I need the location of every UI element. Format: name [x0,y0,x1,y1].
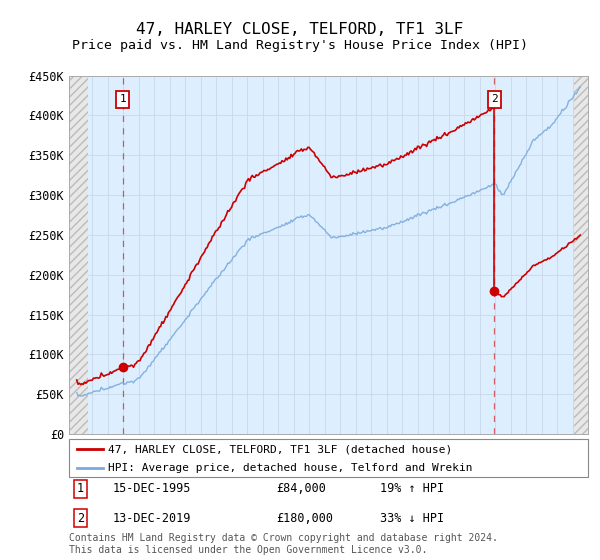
Text: 13-DEC-2019: 13-DEC-2019 [113,512,191,525]
Text: 1: 1 [119,95,126,105]
Bar [574,76,589,434]
Text: 15-DEC-1995: 15-DEC-1995 [113,482,191,496]
Text: 33% ↓ HPI: 33% ↓ HPI [380,512,445,525]
Text: Price paid vs. HM Land Registry's House Price Index (HPI): Price paid vs. HM Land Registry's House … [72,39,528,52]
Text: HPI: Average price, detached house, Telford and Wrekin: HPI: Average price, detached house, Telf… [108,463,472,473]
Text: Contains HM Land Registry data © Crown copyright and database right 2024.
This d: Contains HM Land Registry data © Crown c… [69,533,498,555]
Text: 19% ↑ HPI: 19% ↑ HPI [380,482,445,496]
Text: 2: 2 [491,95,498,105]
Text: £84,000: £84,000 [277,482,326,496]
Text: 2: 2 [77,512,84,525]
Text: £180,000: £180,000 [277,512,334,525]
Bar [69,76,88,434]
Text: 1: 1 [77,482,84,496]
Text: 47, HARLEY CLOSE, TELFORD, TF1 3LF (detached house): 47, HARLEY CLOSE, TELFORD, TF1 3LF (deta… [108,444,452,454]
FancyBboxPatch shape [69,439,588,477]
Text: 47, HARLEY CLOSE, TELFORD, TF1 3LF: 47, HARLEY CLOSE, TELFORD, TF1 3LF [136,22,464,38]
